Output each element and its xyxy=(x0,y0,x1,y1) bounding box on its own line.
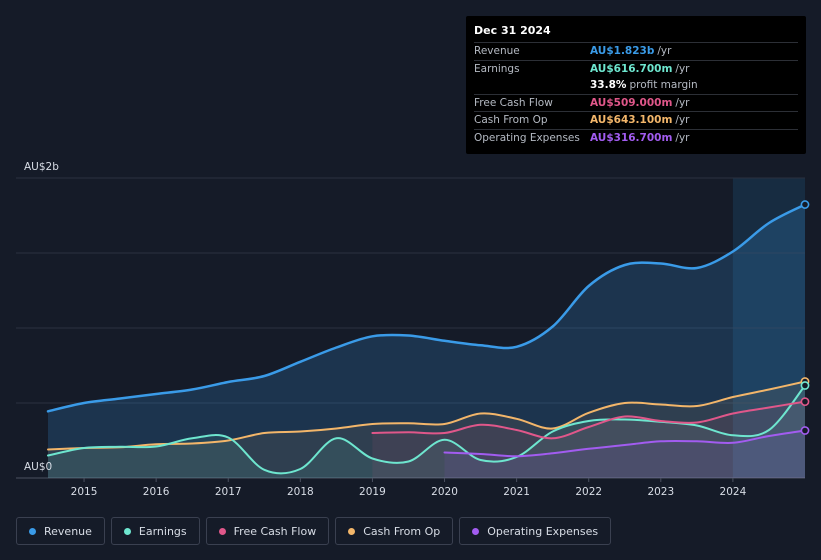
tooltip-row-opex: Operating Expenses AU$316.700m /yr xyxy=(474,128,798,147)
tooltip-value: AU$316.700m xyxy=(590,131,673,144)
x-tick-label: 2018 xyxy=(287,486,314,498)
legend-item-cash-from-op[interactable]: Cash From Op xyxy=(335,517,454,545)
area-fills xyxy=(48,204,805,478)
tooltip-label: Free Cash Flow xyxy=(474,96,553,109)
legend-dot-icon xyxy=(348,527,356,535)
endpoint-free-cash-flow xyxy=(800,397,810,407)
tooltip-unit: /yr xyxy=(675,131,690,144)
endpoint-operating-expenses xyxy=(800,426,810,435)
area-operating-expenses xyxy=(444,430,805,478)
tooltip-label: Revenue xyxy=(474,45,520,58)
endpoint-revenue xyxy=(800,200,810,209)
tooltip-value: AU$643.100m xyxy=(590,114,673,127)
x-axis: 2015 2016 2017 2018 2019 2020 2021 2022 2023 2024 xyxy=(71,478,747,498)
legend-dot-icon xyxy=(123,527,131,535)
legend-label: Earnings xyxy=(138,524,187,538)
line-revenue xyxy=(46,203,807,413)
x-tick-label: 2017 xyxy=(215,486,242,498)
y-top-label: AU$2b xyxy=(24,161,59,173)
grid xyxy=(16,177,805,479)
x-tick-label: 2021 xyxy=(503,486,530,498)
tooltip-value: 33.8% xyxy=(590,79,627,92)
legend-item-free-cash-flow[interactable]: Free Cash Flow xyxy=(205,517,330,545)
tooltip-row-fcf: Free Cash Flow AU$509.000m /yr xyxy=(474,93,798,112)
x-tick-label: 2024 xyxy=(720,486,747,498)
line-operating-expenses xyxy=(443,429,806,458)
tooltip-unit: profit margin xyxy=(629,79,698,92)
tooltip-unit: /yr xyxy=(675,96,690,109)
tooltip-value: AU$616.700m xyxy=(590,62,673,75)
area-revenue xyxy=(48,204,805,478)
x-tick-label: 2015 xyxy=(71,486,98,498)
area-cash-from-op xyxy=(48,381,805,478)
tooltip-value: AU$1.823b xyxy=(590,45,655,58)
tooltip-row-cfo: Cash From Op AU$643.100m /yr xyxy=(474,111,798,129)
x-tick-label: 2019 xyxy=(359,486,386,498)
x-tick-label: 2022 xyxy=(575,486,602,498)
legend-label: Cash From Op xyxy=(363,524,441,538)
tooltip-label: Cash From Op xyxy=(474,114,548,127)
tooltip-unit: /yr xyxy=(657,45,672,58)
legend-label: Revenue xyxy=(44,524,92,538)
series-endpoints xyxy=(800,200,810,435)
series-lines xyxy=(46,203,807,475)
tooltip-date: Dec 31 2024 xyxy=(474,24,551,37)
data-tooltip: Dec 31 2024 Revenue AU$1.823b /yr Earnin… xyxy=(466,16,806,154)
legend-item-revenue[interactable]: Revenue xyxy=(16,517,105,545)
tooltip-unit: /yr xyxy=(675,114,690,127)
area-earnings xyxy=(48,385,805,478)
line-cash-from-op xyxy=(47,380,806,451)
legend-label: Operating Expenses xyxy=(487,524,599,538)
x-tick-label: 2016 xyxy=(143,486,170,498)
tooltip-row-earnings: Earnings AU$616.700m /yr xyxy=(474,59,798,78)
line-free-cash-flow xyxy=(371,400,806,440)
y-bottom-label: AU$0 xyxy=(24,461,52,473)
legend-dot-icon xyxy=(29,527,36,535)
legend: Revenue Earnings Free Cash Flow Cash Fro… xyxy=(16,517,612,545)
legend-dot-icon xyxy=(472,527,480,535)
tooltip-label: Earnings xyxy=(474,62,520,75)
legend-dot-icon xyxy=(218,527,226,535)
legend-item-operating-expenses[interactable]: Operating Expenses xyxy=(459,517,612,545)
x-tick-label: 2020 xyxy=(431,486,458,498)
tooltip-label: Operating Expenses xyxy=(474,131,580,144)
legend-label: Free Cash Flow xyxy=(233,524,317,538)
tooltip-row-revenue: Revenue AU$1.823b /yr xyxy=(474,42,798,60)
area-free-cash-flow xyxy=(372,401,805,478)
tooltip-row-margin: 33.8% profit margin xyxy=(474,77,798,94)
legend-item-earnings[interactable]: Earnings xyxy=(110,517,200,545)
tooltip-value: AU$509.000m xyxy=(590,96,673,109)
x-tick-label: 2023 xyxy=(647,486,674,498)
tooltip-unit: /yr xyxy=(675,62,690,75)
endpoint-earnings xyxy=(800,381,810,390)
